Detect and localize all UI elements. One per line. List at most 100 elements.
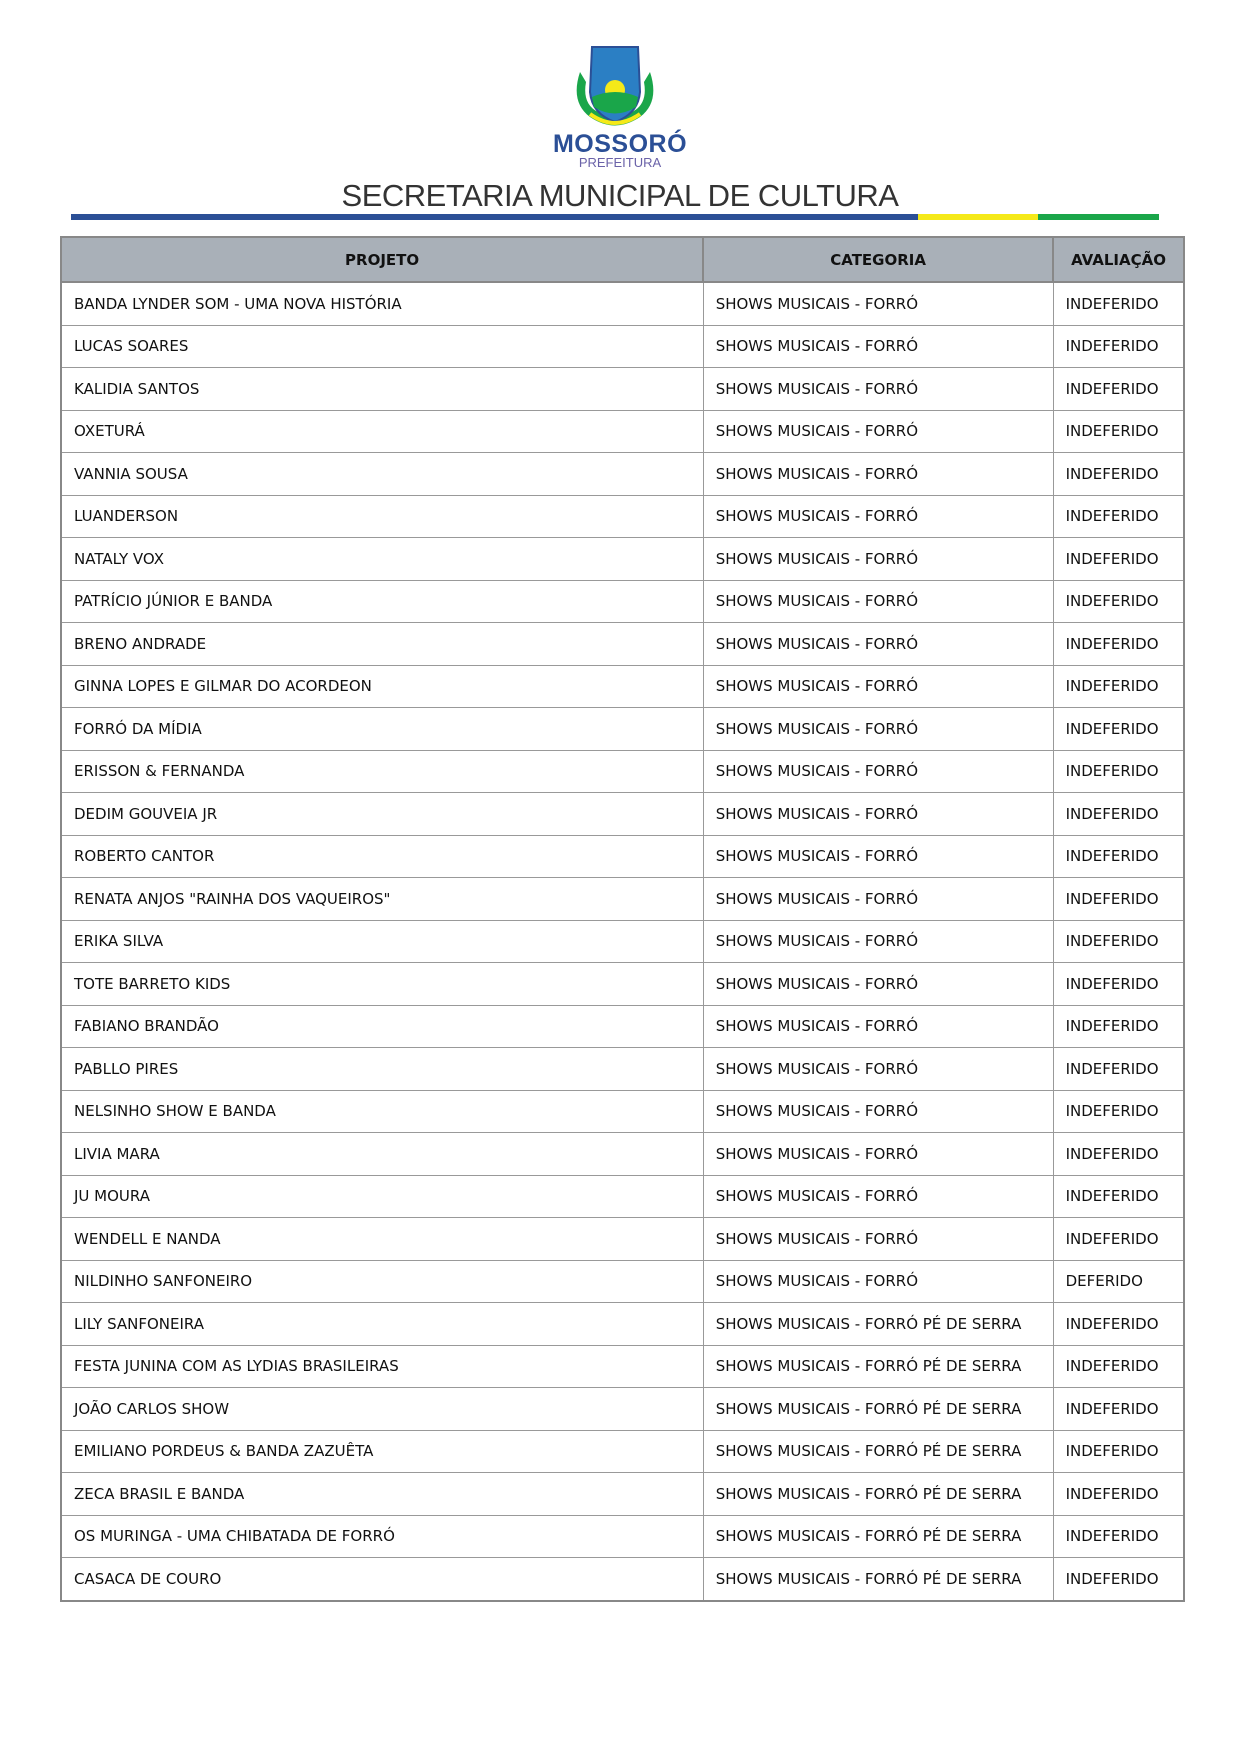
column-header-categoria: CATEGORIA: [702, 236, 1055, 283]
category-cell: SHOWS MUSICAIS - FORRÓ: [702, 452, 1054, 496]
evaluation-cell: INDEFERIDO: [1052, 494, 1185, 538]
project-cell: RENATA ANJOS "RAINHA DOS VAQUEIROS": [60, 877, 704, 921]
project-cell: ROBERTO CANTOR: [60, 834, 704, 878]
evaluation-cell: INDEFERIDO: [1052, 579, 1185, 623]
evaluation-cell: INDEFERIDO: [1052, 792, 1185, 836]
page-title: SECRETARIA MUNICIPAL DE CULTURA: [341, 178, 899, 213]
evaluation-cell: INDEFERIDO: [1052, 877, 1185, 921]
category-cell: SHOWS MUSICAIS - FORRÓ PÉ DE SERRA: [702, 1514, 1054, 1558]
brand-name: MOSSORÓ: [552, 130, 688, 158]
project-cell: BANDA LYNDER SOM - UMA NOVA HISTÓRIA: [60, 281, 704, 326]
table-row: LILY SANFONEIRA SHOWS MUSICAIS - FORRÓ PÉ…: [60, 1302, 1185, 1346]
category-cell: SHOWS MUSICAIS - FORRÓ PÉ DE SERRA: [702, 1472, 1054, 1516]
evaluation-cell: INDEFERIDO: [1052, 1174, 1185, 1218]
category-cell: SHOWS MUSICAIS - FORRÓ: [702, 409, 1054, 453]
evaluation-cell: INDEFERIDO: [1052, 1557, 1185, 1601]
project-cell: ERISSON & FERNANDA: [60, 749, 704, 793]
evaluation-cell: INDEFERIDO: [1052, 281, 1185, 326]
evaluation-cell: INDEFERIDO: [1052, 622, 1185, 666]
evaluation-cell: INDEFERIDO: [1052, 1302, 1185, 1346]
project-cell: DEDIM GOUVEIA JR: [60, 792, 704, 836]
evaluation-cell: INDEFERIDO: [1052, 664, 1185, 708]
category-cell: SHOWS MUSICAIS - FORRÓ PÉ DE SERRA: [702, 1344, 1054, 1388]
table-row: WENDELL E NANDA SHOWS MUSICAIS - FORRÓ IND…: [60, 1217, 1185, 1261]
category-cell: SHOWS MUSICAIS - FORRÓ: [702, 834, 1054, 878]
evaluation-cell: DEFERIDO: [1052, 1259, 1185, 1303]
category-cell: SHOWS MUSICAIS - FORRÓ: [702, 1047, 1054, 1091]
project-cell: KALIDIA SANTOS: [60, 367, 704, 411]
evaluation-cell: INDEFERIDO: [1052, 1217, 1185, 1261]
category-cell: SHOWS MUSICAIS - FORRÓ: [702, 367, 1054, 411]
table-row: ROBERTO CANTOR SHOWS MUSICAIS - FORRÓ INDE…: [60, 834, 1185, 878]
project-cell: EMILIANO PORDEUS & BANDA ZAZUÊTA: [60, 1429, 704, 1473]
table-row: FESTA JUNINA COM AS LYDIAS BRASILEIRAS SH…: [60, 1344, 1185, 1388]
category-cell: SHOWS MUSICAIS - FORRÓ: [702, 707, 1054, 751]
stripe-blue: [71, 214, 918, 220]
table-row: FORRÓ DA MÍDIA SHOWS MUSICAIS - FORRÓ INDE…: [60, 707, 1185, 751]
table-row: NILDINHO SANFONEIRO SHOWS MUSICAIS - FORR…: [60, 1259, 1185, 1303]
column-header-projeto: PROJETO: [59, 236, 705, 283]
brand-subtitle: PREFEITURA: [578, 155, 662, 170]
table-row: GINNA LOPES E GILMAR DO ACORDEON SHOWS MU…: [60, 664, 1185, 708]
table-row: JOÃO CARLOS SHOW SHOWS MUSICAIS - FORRÓ P…: [60, 1387, 1185, 1431]
table-row: OS MURINGA - UMA CHIBATADA DE FORRÓ SHOWS…: [60, 1514, 1185, 1558]
table-row: VANNIA SOUSA SHOWS MUSICAIS - FORRÓ INDEFE…: [60, 452, 1185, 496]
project-cell: PABLLO PIRES: [60, 1047, 704, 1091]
category-cell: SHOWS MUSICAIS - FORRÓ PÉ DE SERRA: [702, 1302, 1054, 1346]
evaluation-cell: INDEFERIDO: [1052, 749, 1185, 793]
stripe-yellow: [918, 214, 1038, 220]
project-cell: NILDINHO SANFONEIRO: [60, 1259, 704, 1303]
category-cell: SHOWS MUSICAIS - FORRÓ: [702, 877, 1054, 921]
evaluation-cell: INDEFERIDO: [1052, 1132, 1185, 1176]
table-row: TOTE BARRETO KIDS SHOWS MUSICAIS - FORRÓ I…: [60, 962, 1185, 1006]
evaluation-cell: INDEFERIDO: [1052, 324, 1185, 368]
table-row: BRENO ANDRADE SHOWS MUSICAIS - FORRÓ INDEF…: [60, 622, 1185, 666]
category-cell: SHOWS MUSICAIS - FORRÓ: [702, 324, 1054, 368]
stripe-green: [1038, 214, 1159, 220]
table-row: NATALY VOX SHOWS MUSICAIS - FORRÓ INDEFERI…: [60, 537, 1185, 581]
category-cell: SHOWS MUSICAIS - FORRÓ PÉ DE SERRA: [702, 1557, 1054, 1601]
project-cell: VANNIA SOUSA: [60, 452, 704, 496]
evaluation-cell: INDEFERIDO: [1052, 919, 1185, 963]
project-cell: NATALY VOX: [60, 537, 704, 581]
category-cell: SHOWS MUSICAIS - FORRÓ: [702, 1004, 1054, 1048]
project-cell: LILY SANFONEIRA: [60, 1302, 704, 1346]
mossoro-coat-of-arms-logo: [576, 46, 654, 126]
category-cell: SHOWS MUSICAIS - FORRÓ: [702, 962, 1054, 1006]
evaluation-cell: INDEFERIDO: [1052, 962, 1185, 1006]
table-row: LUANDERSON SHOWS MUSICAIS - FORRÓ INDEFERI…: [60, 494, 1185, 538]
table-header-row: PROJETO CATEGORIA AVALIAÇÃO: [59, 236, 1185, 283]
table-row: PATRÍCIO JÚNIOR E BANDA SHOWS MUSICAIS - …: [60, 579, 1185, 623]
table-row: ERIKA SILVA SHOWS MUSICAIS - FORRÓ INDEFER…: [60, 919, 1185, 963]
evaluation-cell: INDEFERIDO: [1052, 1429, 1185, 1473]
table-row: CASACA DE COURO SHOWS MUSICAIS - FORRÓ PÉ…: [60, 1557, 1185, 1601]
table-row: JU MOURA SHOWS MUSICAIS - FORRÓ INDEFERIDO: [60, 1174, 1185, 1218]
category-cell: SHOWS MUSICAIS - FORRÓ: [702, 1132, 1054, 1176]
category-cell: SHOWS MUSICAIS - FORRÓ: [702, 537, 1054, 581]
category-cell: SHOWS MUSICAIS - FORRÓ: [702, 1089, 1054, 1133]
table-row: RENATA ANJOS "RAINHA DOS VAQUEIROS" SHOWS…: [60, 877, 1185, 921]
project-cell: FESTA JUNINA COM AS LYDIAS BRASILEIRAS: [60, 1344, 704, 1388]
project-cell: JOÃO CARLOS SHOW: [60, 1387, 704, 1431]
project-cell: ZECA BRASIL E BANDA: [60, 1472, 704, 1516]
evaluation-cell: INDEFERIDO: [1052, 1089, 1185, 1133]
project-cell: JU MOURA: [60, 1174, 704, 1218]
table-row: KALIDIA SANTOS SHOWS MUSICAIS - FORRÓ INDE…: [60, 367, 1185, 411]
project-cell: NELSINHO SHOW E BANDA: [60, 1089, 704, 1133]
evaluation-cell: INDEFERIDO: [1052, 1514, 1185, 1558]
evaluation-cell: INDEFERIDO: [1052, 537, 1185, 581]
evaluation-cell: INDEFERIDO: [1052, 1387, 1185, 1431]
project-cell: WENDELL E NANDA: [60, 1217, 704, 1261]
table-row: ZECA BRASIL E BANDA SHOWS MUSICAIS - FORR…: [60, 1472, 1185, 1516]
category-cell: SHOWS MUSICAIS - FORRÓ: [702, 622, 1054, 666]
project-cell: LUCAS SOARES: [60, 324, 704, 368]
table-row: LIVIA MARA SHOWS MUSICAIS - FORRÓ INDEFERI…: [60, 1132, 1185, 1176]
project-cell: ERIKA SILVA: [60, 919, 704, 963]
category-cell: SHOWS MUSICAIS - FORRÓ: [702, 1259, 1054, 1303]
table-row: DEDIM GOUVEIA JR SHOWS MUSICAIS - FORRÓ IN…: [60, 792, 1185, 836]
evaluation-cell: INDEFERIDO: [1052, 367, 1185, 411]
evaluation-cell: INDEFERIDO: [1052, 707, 1185, 751]
evaluation-cell: INDEFERIDO: [1052, 452, 1185, 496]
category-cell: SHOWS MUSICAIS - FORRÓ: [702, 749, 1054, 793]
evaluation-cell: INDEFERIDO: [1052, 1472, 1185, 1516]
